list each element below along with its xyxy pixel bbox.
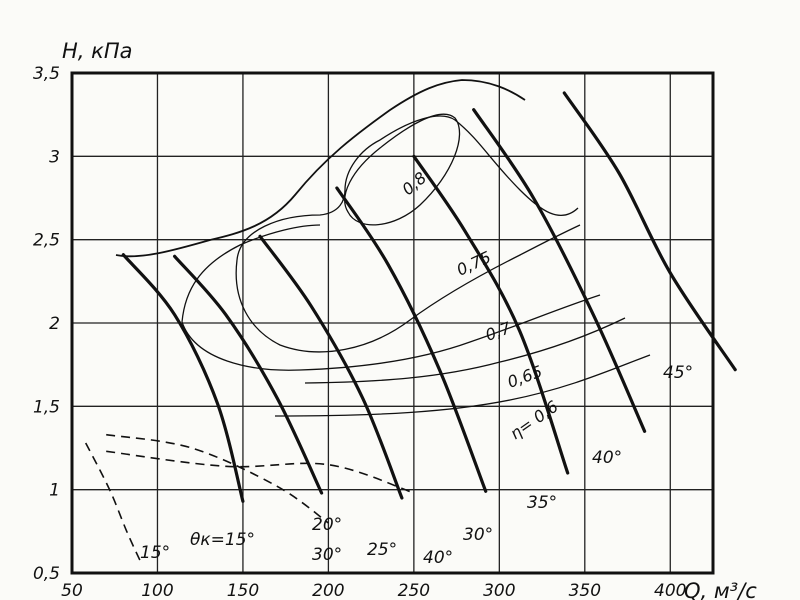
x-tick-350: 350 [569, 581, 601, 600]
y-axis-title: H, кПа [62, 39, 133, 63]
label-45deg: 45° [663, 363, 693, 383]
label-35deg: 35° [527, 493, 557, 513]
x-tick-labels: 50 100 150 200 250 300 350 400 [61, 581, 686, 600]
blade-curve-3 [335, 186, 488, 493]
blade-angle-curves [121, 91, 737, 503]
surge-line [115, 79, 526, 258]
blade-curve-5 [472, 108, 647, 433]
y-tick-1: 1 [49, 481, 60, 501]
eta-contour-0.65 [304, 317, 626, 384]
blade-curve-1 [173, 254, 324, 495]
label-25deg: 25° [367, 540, 397, 560]
y-tick-3.5: 3,5 [33, 64, 60, 84]
dashed-curve-1 [106, 433, 329, 524]
label-40deg: 40° [592, 448, 622, 468]
y-tick-0.5: 0,5 [33, 564, 60, 584]
label-dashed-15deg: 15° [140, 543, 170, 563]
x-tick-100: 100 [141, 581, 173, 600]
x-tick-250: 250 [398, 581, 430, 600]
efficiency-contours [115, 79, 651, 417]
y-tick-1.5: 1,5 [33, 397, 60, 417]
label-20deg: 20° [312, 515, 342, 535]
grid [72, 73, 713, 573]
dashed-curve-2 [106, 450, 415, 494]
label-15deg: θк=15° [190, 530, 255, 550]
blade-curve-2 [258, 234, 404, 500]
eta-contour-0.8 [344, 113, 461, 226]
y-tick-2.5: 2,5 [33, 231, 60, 251]
dashed-curve-0 [84, 442, 142, 562]
eta-contour-0.75-lower [235, 224, 581, 353]
x-tick-200: 200 [312, 581, 344, 600]
eta-contour-0.7 [181, 224, 601, 371]
plot-frame [70, 71, 715, 575]
x-tick-400: 400 [654, 581, 686, 600]
x-axis-title: Q, м³/с [684, 579, 757, 600]
label-dashed-40deg: 40° [423, 548, 453, 568]
x-tick-50: 50 [61, 581, 83, 600]
dashed-curves [84, 433, 415, 562]
label-dashed-30deg: 30° [312, 545, 342, 565]
label-30deg: 30° [463, 525, 493, 545]
y-tick-3: 3 [49, 147, 60, 167]
eta-contour-0.6 [274, 354, 651, 417]
label-eta-0.7: 0,7 [483, 318, 514, 345]
blade-curve-6 [562, 91, 737, 372]
blade-curve-0 [121, 253, 245, 503]
y-tick-labels: 0,5 1 1,5 2 2,5 3 3,5 [33, 64, 60, 584]
eta-contour-0.75 [236, 115, 579, 261]
blade-curve-4 [412, 154, 570, 475]
label-eta-0.6: η= 0,6 [506, 397, 561, 444]
label-eta-0.75: 0,75 [454, 247, 494, 279]
x-tick-300: 300 [483, 581, 515, 600]
y-tick-2: 2 [49, 314, 60, 334]
x-tick-150: 150 [227, 581, 259, 600]
